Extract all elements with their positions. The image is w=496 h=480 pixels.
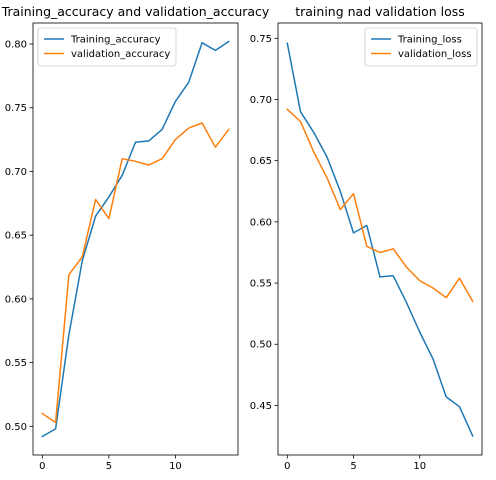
x-tick-label: 0 xyxy=(284,461,290,472)
chart-panel-2: training nad validation loss 0 5 10 0.45 0.50… xyxy=(250,4,483,472)
x-tick-label: 0 xyxy=(39,461,45,472)
chart-panel-1: Training_accuracy and validation_accurac… xyxy=(1,4,270,472)
x-tick-label: 5 xyxy=(106,461,112,472)
legend: Training_loss validation_loss xyxy=(364,27,478,67)
legend-label-1: Training_accuracy xyxy=(70,35,161,46)
y-tick-label: 0.50 xyxy=(5,422,27,433)
y-tick-label: 0.55 xyxy=(250,279,272,290)
y-tick-label: 0.80 xyxy=(5,40,27,51)
y-tick-label: 0.60 xyxy=(5,294,27,305)
y-tick-label: 0.65 xyxy=(250,156,272,167)
y-tick-label: 0.65 xyxy=(5,231,27,242)
axes-frame xyxy=(32,22,239,456)
legend-box xyxy=(364,27,478,67)
series-line-2 xyxy=(286,108,474,303)
series-line-1 xyxy=(286,42,474,437)
x-tick-label: 10 xyxy=(169,461,182,472)
y-tick-label: 0.45 xyxy=(250,401,272,412)
y-tick-label: 0.50 xyxy=(250,340,272,351)
y-tick-label: 0.60 xyxy=(250,217,272,228)
y-tick-label: 0.75 xyxy=(5,103,27,114)
y-tick-label: 0.70 xyxy=(5,167,27,178)
series-line-2 xyxy=(41,122,230,424)
series-line-1 xyxy=(41,40,230,438)
legend-label-1: Training_loss xyxy=(397,35,462,46)
y-tick-label: 0.70 xyxy=(250,95,272,106)
axes-frame xyxy=(277,22,483,456)
legend-label-2: validation_accuracy xyxy=(71,49,170,60)
x-tick-label: 10 xyxy=(413,461,426,472)
x-tick-label: 5 xyxy=(350,461,356,472)
chart-title: training nad validation loss xyxy=(295,4,465,19)
chart-title: Training_accuracy and validation_accurac… xyxy=(1,4,270,19)
y-tick-label: 0.55 xyxy=(5,358,27,369)
legend-label-2: validation_loss xyxy=(398,49,472,60)
y-tick-label: 0.75 xyxy=(250,34,272,45)
legend-box xyxy=(37,27,177,67)
legend: Training_accuracy validation_accuracy xyxy=(37,27,177,67)
